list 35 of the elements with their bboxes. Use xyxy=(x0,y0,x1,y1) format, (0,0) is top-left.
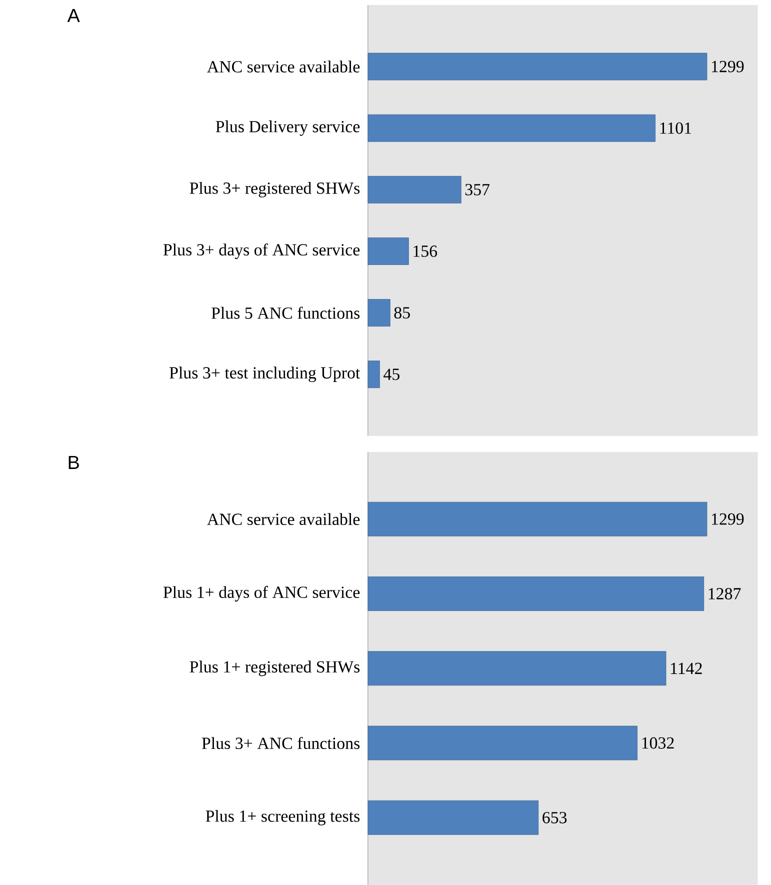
data-label: 1299 xyxy=(712,513,744,525)
data-label: 653 xyxy=(542,812,567,824)
data-label: 1299 xyxy=(712,60,744,72)
data-label: 1287 xyxy=(708,588,741,600)
bar xyxy=(368,576,704,611)
bar xyxy=(368,502,708,536)
bar xyxy=(368,114,656,142)
bar xyxy=(368,726,638,760)
data-label: 1101 xyxy=(660,122,692,134)
y-tick-label: Plus 3+ test including Uprot xyxy=(170,366,360,382)
y-tick-label: ANC service available xyxy=(207,513,360,526)
data-label: 85 xyxy=(394,307,410,319)
bar xyxy=(368,176,462,204)
y-tick-label: Plus 3+ ANC functions xyxy=(202,736,360,750)
data-label: 156 xyxy=(414,246,438,257)
data-label: 1032 xyxy=(642,737,674,749)
bar xyxy=(368,52,708,80)
bar xyxy=(368,238,409,265)
y-tick-label: Plus 1+ screening tests xyxy=(206,810,360,826)
bar xyxy=(368,800,539,835)
y-tick-label: Plus 5 ANC functions xyxy=(212,306,360,319)
data-label: 45 xyxy=(384,368,400,380)
y-tick-label: Plus 3+ days of ANC service xyxy=(164,243,360,260)
y-tick-label: Plus 1+ registered SHWs xyxy=(190,660,360,676)
bar xyxy=(368,651,666,686)
data-label: 357 xyxy=(466,184,490,196)
bar xyxy=(368,360,380,388)
y-tick-label: ANC service available xyxy=(207,60,360,73)
y-tick-label: Plus 3+ registered SHWs xyxy=(190,182,360,198)
bar xyxy=(368,299,390,326)
y-tick-label: Plus 1+ days of ANC service xyxy=(164,586,360,602)
text: A xyxy=(67,9,80,22)
data-label: 1142 xyxy=(671,662,702,674)
y-tick-label: Plus Delivery service xyxy=(216,120,360,136)
text: B xyxy=(68,456,79,469)
